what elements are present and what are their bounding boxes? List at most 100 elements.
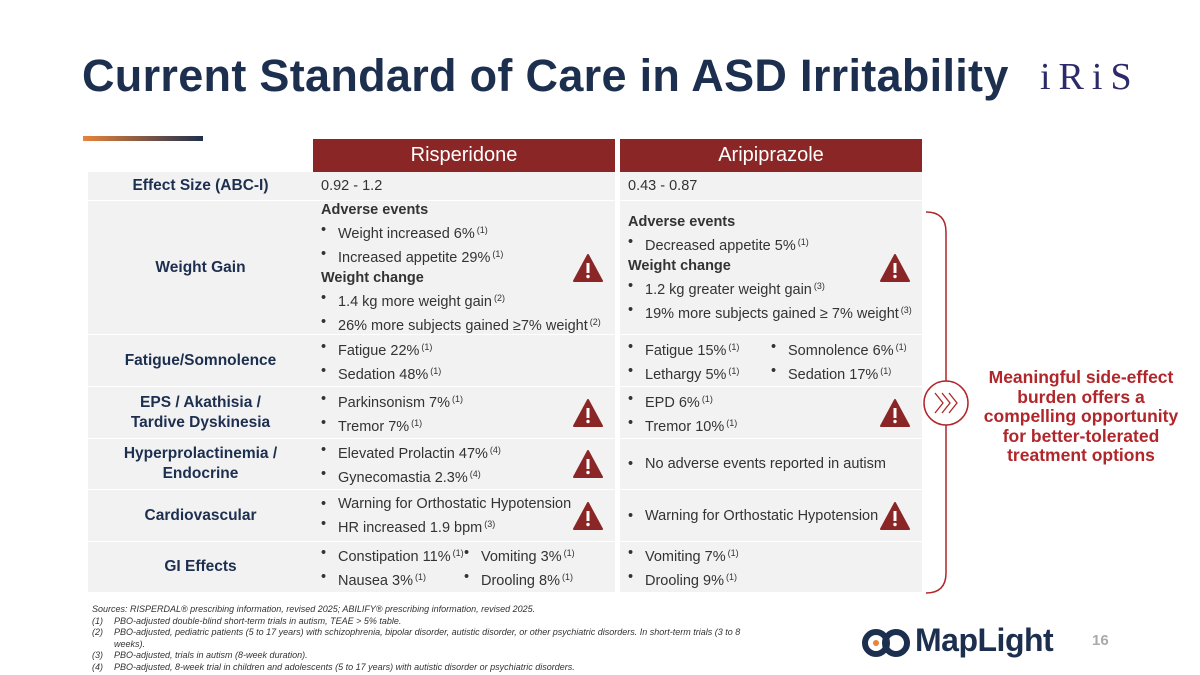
row-label-cell: Cardiovascular	[88, 490, 313, 542]
column-header: Risperidone	[313, 139, 615, 172]
item-text: 19% more subjects gained ≥ 7% weight	[645, 305, 899, 322]
group-heading: Weight change	[628, 257, 731, 274]
item-text: Somnolence 6%	[788, 342, 894, 359]
table-cell: 0.43 - 0.87	[620, 172, 922, 201]
footnote: (3) PBO-adjusted, trials in autism (8-wee…	[92, 650, 752, 662]
cell-columns: Constipation 11%(1)Nausea 3%(1)Vomiting …	[321, 543, 607, 591]
footnotes: Sources: RISPERDAL® prescribing informat…	[92, 604, 752, 673]
bullet-item: Tremor 10%(1)	[628, 413, 868, 437]
callout: Meaningful side-effect burden offers a c…	[983, 367, 1179, 465]
item-text: 26% more subjects gained ≥7% weight	[338, 317, 588, 334]
column-header: Aripiprazole	[620, 139, 922, 172]
row-label: Effect Size (ABC-I)	[132, 177, 269, 194]
row-label: Hyperprolactinemia /	[123, 445, 278, 462]
cell-column: Fatigue 22%(1) Sedation 48% (1)	[321, 337, 607, 385]
table-cell: Adverse events Weight increased 6%(1) Incr…	[313, 201, 615, 335]
bullet-item: Warning for Orthostatic Hypotension	[628, 506, 878, 526]
table-cell: Vomiting 7%(1) Drooling 9% (1)	[620, 542, 922, 593]
warning-icon	[573, 253, 603, 282]
cell-column: No adverse events reported in autism	[628, 454, 914, 474]
item-text: Drooling 8%	[481, 573, 560, 589]
title: Current Standard of Care in ASD Irritabi…	[82, 50, 1009, 101]
bullet-item: Gynecomastia 2.3%(4)	[321, 464, 561, 488]
footnote-number: (3)	[92, 650, 103, 660]
reference: (1)	[563, 548, 575, 558]
row-label: GI Effects	[164, 558, 237, 575]
table-cell: EPD 6%(1)Tremor 10%(1)	[620, 387, 922, 439]
table-cell: 0.92 - 1.2	[313, 172, 615, 201]
footnote: (2) PBO-adjusted, pediatric patients (5 t…	[92, 627, 752, 650]
bullet-item: Sedation 17%(1)	[771, 361, 914, 385]
item-text: Tremor 10%	[645, 418, 725, 435]
bullet-item: Drooling 8%(1)	[464, 567, 607, 591]
item-text: EPD 6%	[645, 394, 700, 411]
footnote-text: PBO-adjusted, pediatric patients (5 to 1…	[114, 627, 741, 649]
cell-columns: EPD 6%(1)Tremor 10%(1)	[628, 389, 914, 437]
item-text: Lethargy 5%	[645, 366, 727, 383]
row-label: Tardive Dyskinesia	[130, 413, 271, 431]
warning-icon	[880, 253, 910, 282]
reference: (1)	[411, 417, 423, 428]
item-text: Vomiting 7%	[645, 549, 726, 565]
reference: (2)	[589, 316, 601, 327]
cell-columns: Parkinsonism 7%(1)Tremor 7%(1)	[321, 389, 607, 437]
reference: (1)	[562, 572, 573, 582]
bullet-item: Vomiting 3%(1)	[464, 543, 607, 567]
bullet-item: Somnolence 6%(1)	[771, 337, 914, 361]
item-text: Vomiting 3%	[481, 549, 562, 565]
bullet-item: 1.4 kg more weight gain(2)	[321, 288, 601, 312]
cell-column: Adverse events Weight increased 6%(1) Incr…	[321, 200, 601, 336]
item-text: Fatigue 15%	[645, 342, 727, 359]
item-text: 1.2 kg greater weight gain	[645, 281, 812, 298]
footnote-number: (4)	[92, 661, 103, 672]
footnote-text: PBO-adjusted, trials in autism (8-week d…	[114, 650, 308, 660]
bullet-item: Vomiting 7%(1)	[628, 543, 914, 567]
logo: iRiS	[1040, 56, 1140, 98]
item-text: Increased appetite 29%	[338, 249, 491, 266]
reference: (1)	[492, 248, 504, 259]
reference: (1)	[727, 548, 739, 558]
reference: (1)	[726, 417, 738, 428]
brand-icon	[862, 629, 910, 657]
table-cell: Constipation 11%(1)Nausea 3%(1)Vomiting …	[313, 542, 615, 593]
footnote-number: (1)	[92, 615, 103, 626]
cell-column: Adverse eventsDecreased appetite 5%(1)We…	[628, 212, 912, 324]
item-text: Sedation 48%	[338, 366, 429, 383]
footnote-number: (2)	[92, 627, 103, 637]
warning-icon	[573, 501, 603, 530]
cell-column: Parkinsonism 7%(1)Tremor 7%(1)	[321, 389, 561, 437]
row-label-cell: Weight Gain	[88, 201, 313, 335]
accent-bar	[83, 136, 203, 141]
table-cell: Parkinsonism 7%(1)Tremor 7%(1)	[313, 387, 615, 439]
item-text: Fatigue 22%	[338, 342, 420, 359]
footnote: (1) PBO-adjusted double-blind short-term …	[92, 616, 752, 628]
bullet-item: Parkinsonism 7%(1)	[321, 389, 561, 413]
table-cell: Warning for Orthostatic Hypotension	[620, 490, 922, 542]
bullet-item: Constipation 11%(1)	[321, 543, 464, 567]
reference: (1)	[701, 393, 713, 404]
bullet-item: Elevated Prolactin 47%(4)	[321, 440, 561, 464]
warning-icon	[880, 398, 910, 427]
item-text: Elevated Prolactin 47%	[338, 446, 488, 462]
bullet-item: 19% more subjects gained ≥ 7% weight(3)	[628, 300, 912, 324]
cell-columns: Adverse events Weight increased 6%(1) Incr…	[321, 200, 647, 336]
reference: (1)	[728, 341, 740, 352]
reference: (3)	[813, 280, 825, 291]
cell-column: Elevated Prolactin 47%(4)Gynecomastia 2.…	[321, 440, 561, 488]
cell-column: EPD 6%(1)Tremor 10%(1)	[628, 389, 868, 437]
reference: (2)	[493, 292, 505, 303]
bullet-item: Fatigue 22%(1)	[321, 337, 607, 361]
reference: (1)	[421, 341, 433, 352]
item-text: Drooling 9%	[645, 573, 724, 589]
row-label: Endocrine	[162, 465, 239, 482]
cell-column: Warning for Orthostatic Hypotension	[628, 506, 878, 526]
brand: MapLight	[915, 622, 1054, 658]
bullet-item: Weight increased 6%(1)	[321, 220, 601, 244]
row-label-cell: Fatigue/Somnolence	[88, 335, 313, 387]
group-heading: Adverse events	[321, 201, 429, 218]
warning-icon	[573, 398, 603, 427]
item-text: Constipation 11%	[338, 549, 451, 565]
bullet-item: Lethargy 5%(1)	[628, 361, 771, 385]
bullet-item: 26% more subjects gained ≥7% weight(2)	[321, 312, 601, 336]
warning-icon	[573, 450, 603, 478]
